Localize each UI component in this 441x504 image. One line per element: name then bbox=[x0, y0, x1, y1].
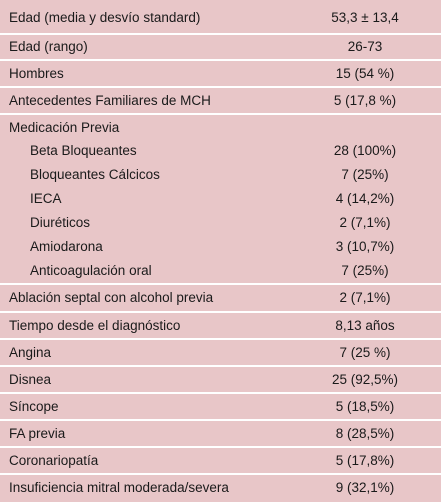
medication-value: 2 (7,1%) bbox=[339, 215, 391, 230]
table-row: Tiempo desde el diagnóstico 8,13 años bbox=[0, 313, 441, 338]
medication-item: Diuréticos 2 (7,1%) bbox=[0, 211, 441, 235]
row-label: Angina bbox=[9, 345, 52, 360]
row-label: Coronariopatía bbox=[9, 453, 99, 468]
medication-value: 7 (25%) bbox=[341, 263, 389, 278]
row-value: 8 (28,5%) bbox=[335, 426, 395, 441]
medication-item: Amiodarona 3 (10,7%) bbox=[0, 235, 441, 259]
table-row: Síncope 5 (18,5%) bbox=[0, 394, 441, 419]
medication-item: Anticoagulación oral 7 (25%) bbox=[0, 259, 441, 283]
table-row: Insuficiencia mitral moderada/severa 9 (… bbox=[0, 475, 441, 502]
row-label: Hombres bbox=[9, 66, 64, 81]
medication-heading: Medicación Previa bbox=[9, 120, 120, 135]
medication-label: Diuréticos bbox=[30, 215, 91, 230]
table-row: Antecedentes Familiares de MCH 5 (17,8 %… bbox=[0, 88, 441, 113]
row-label: Síncope bbox=[9, 399, 59, 414]
row-label: Antecedentes Familiares de MCH bbox=[9, 93, 211, 108]
medication-value: 4 (14,2%) bbox=[335, 191, 395, 206]
row-value: 53,3 ± 13,4 bbox=[331, 10, 399, 25]
row-label: Tiempo desde el diagnóstico bbox=[9, 318, 181, 333]
row-value: 25 (92,5%) bbox=[331, 372, 399, 387]
medication-item: IECA 4 (14,2%) bbox=[0, 187, 441, 211]
row-label: Edad (media y desvío standard) bbox=[9, 10, 201, 25]
medication-item: Bloqueantes Cálcicos 7 (25%) bbox=[0, 163, 441, 187]
row-value: 5 (17,8 %) bbox=[333, 93, 397, 108]
row-label: Insuficiencia mitral moderada/severa bbox=[9, 480, 229, 495]
medication-label: Bloqueantes Cálcicos bbox=[30, 167, 160, 182]
table-row: Ablación septal con alcohol previa 2 (7,… bbox=[0, 285, 441, 311]
row-value: 5 (17,8%) bbox=[335, 453, 395, 468]
table-row: Disnea 25 (92,5%) bbox=[0, 367, 441, 392]
row-value: 7 (25 %) bbox=[339, 345, 391, 360]
medication-label: IECA bbox=[30, 191, 62, 206]
row-value: 2 (7,1%) bbox=[339, 290, 391, 305]
table-row: FA previa 8 (28,5%) bbox=[0, 421, 441, 446]
row-value: 26-73 bbox=[347, 39, 383, 54]
row-label: Ablación septal con alcohol previa bbox=[9, 290, 214, 305]
row-value: 5 (18,5%) bbox=[335, 399, 395, 414]
medication-value: 28 (100%) bbox=[333, 143, 397, 158]
medication-item: Beta Bloqueantes 28 (100%) bbox=[0, 139, 441, 163]
medication-section: Medicación Previa Beta Bloqueantes 28 (1… bbox=[0, 115, 441, 283]
row-label: FA previa bbox=[9, 426, 66, 441]
row-label: Disnea bbox=[9, 372, 52, 387]
row-value: 8,13 años bbox=[335, 318, 395, 333]
table-row: Hombres 15 (54 %) bbox=[0, 61, 441, 86]
row-value: 15 (54 %) bbox=[335, 66, 395, 81]
medication-value: 7 (25%) bbox=[341, 167, 389, 182]
medication-value: 3 (10,7%) bbox=[335, 239, 395, 254]
medication-label: Beta Bloqueantes bbox=[30, 143, 137, 158]
row-value: 9 (32,1%) bbox=[335, 480, 395, 495]
table-row: Edad (media y desvío standard) 53,3 ± 13… bbox=[0, 0, 441, 33]
row-label: Edad (rango) bbox=[9, 39, 88, 54]
table-row: Edad (rango) 26-73 bbox=[0, 35, 441, 59]
table-row: Angina 7 (25 %) bbox=[0, 340, 441, 365]
medication-label: Amiodarona bbox=[30, 239, 103, 254]
table-row: Coronariopatía 5 (17,8%) bbox=[0, 448, 441, 473]
medication-label: Anticoagulación oral bbox=[30, 263, 152, 278]
